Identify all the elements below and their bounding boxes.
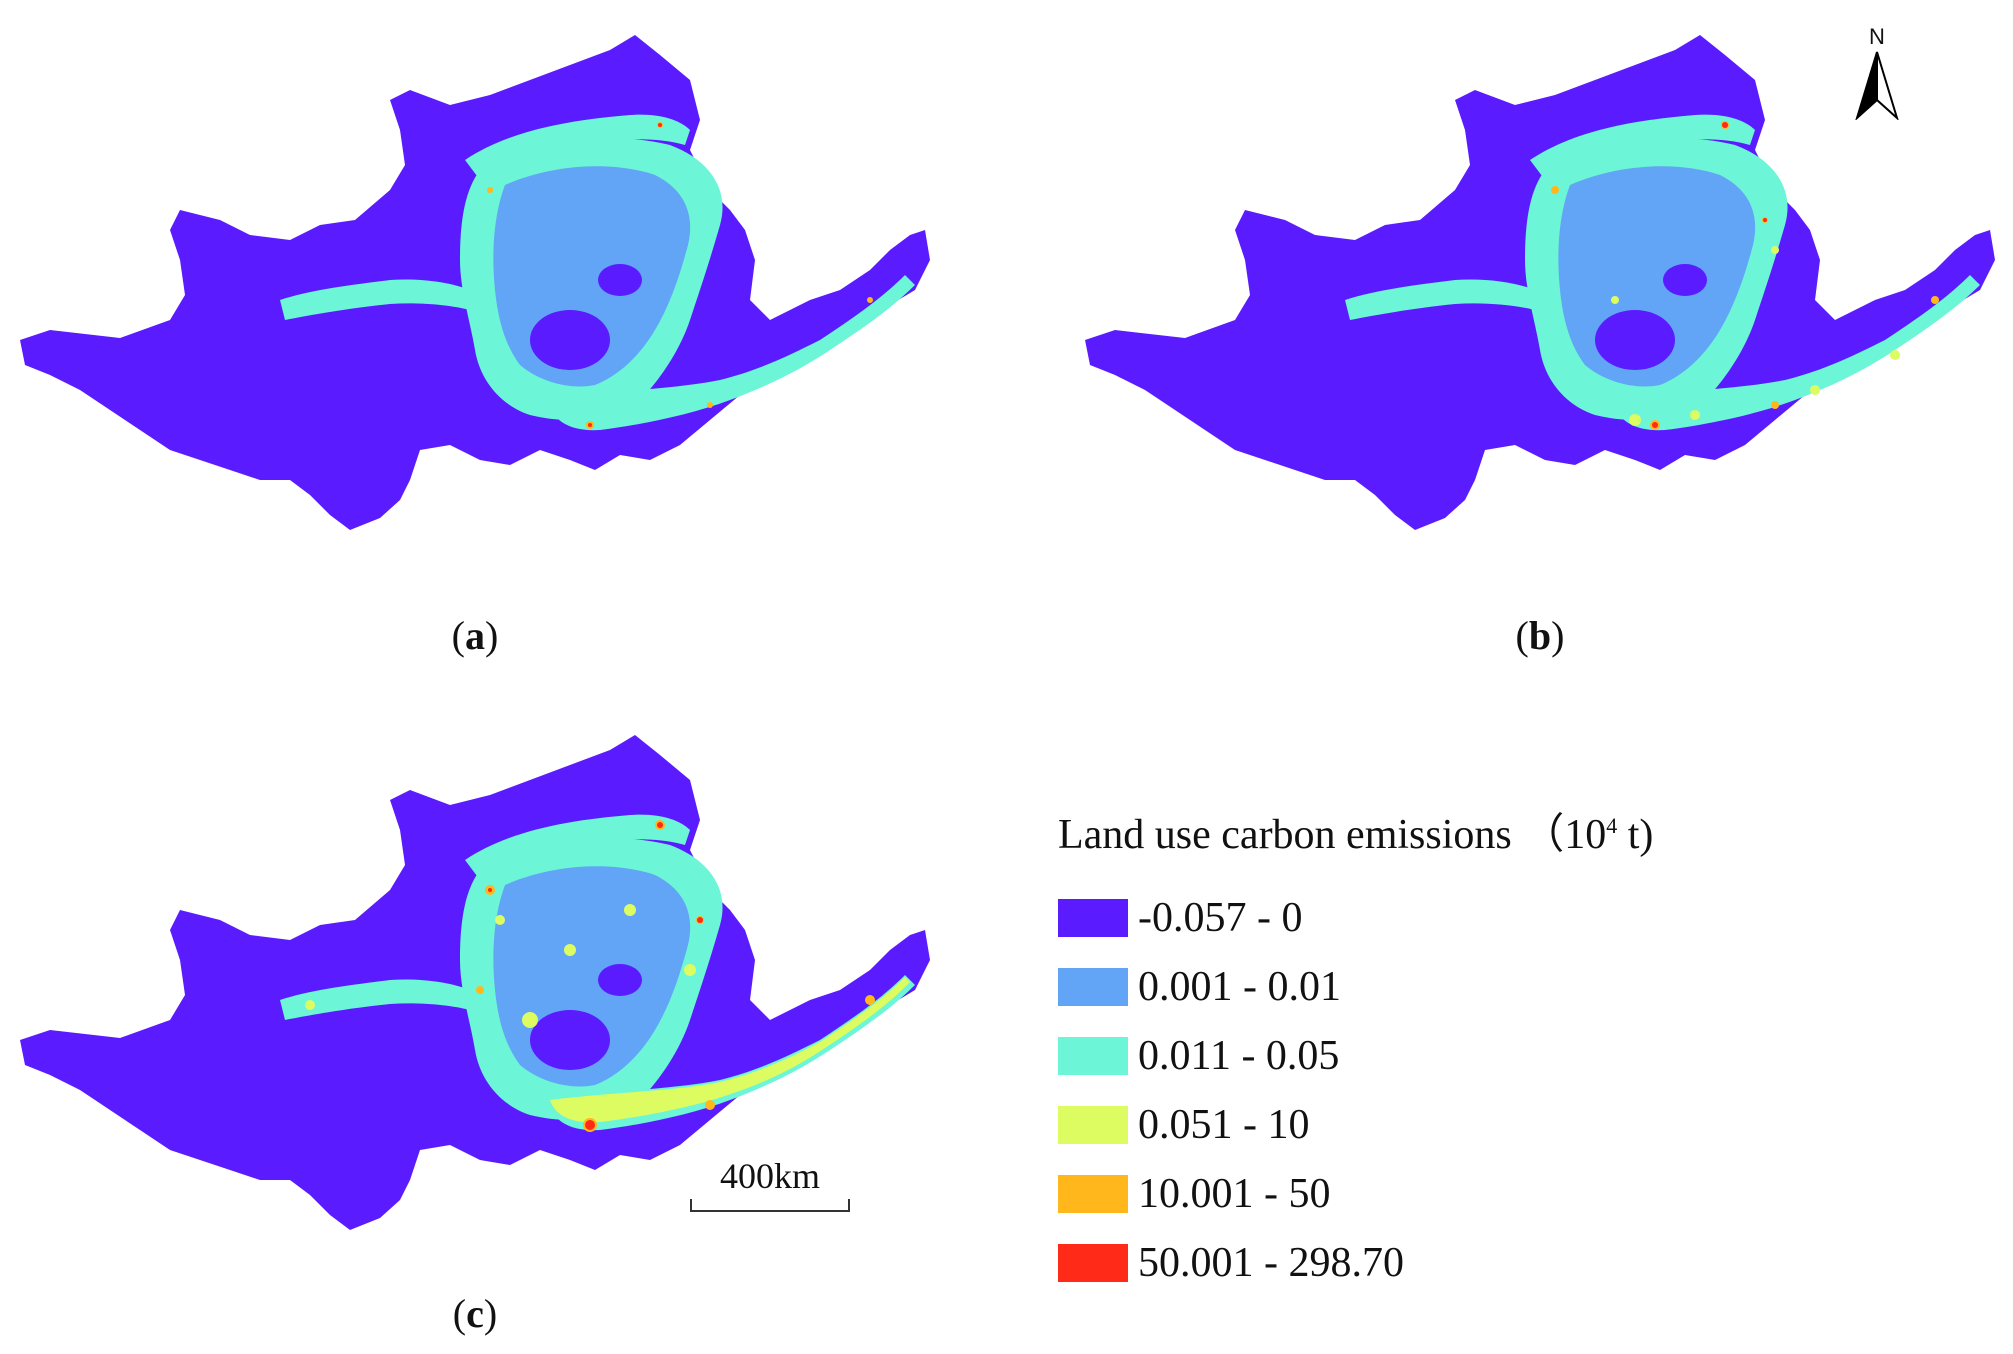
legend-label: -0.057 - 0 <box>1138 894 1303 941</box>
legend-label: 0.011 - 0.05 <box>1138 1032 1340 1079</box>
legend-swatch <box>1058 967 1128 1006</box>
scale-bar: 400km <box>690 1155 850 1218</box>
legend-item: 0.051 - 10 <box>1058 1090 1653 1159</box>
legend-item: 10.001 - 50 <box>1058 1159 1653 1228</box>
north-arrow: N <box>1852 24 1902 125</box>
legend-item: 0.001 - 0.01 <box>1058 952 1653 1021</box>
legend-swatch <box>1058 1036 1128 1075</box>
north-arrow-icon <box>1855 51 1899 122</box>
north-label: N <box>1869 24 1885 49</box>
legend-label: 0.001 - 0.01 <box>1138 963 1341 1010</box>
legend-swatch <box>1058 1174 1128 1213</box>
legend-swatch <box>1058 1105 1128 1144</box>
legend-item: 50.001 - 298.70 <box>1058 1228 1653 1297</box>
legend-swatch <box>1058 898 1128 937</box>
legend-label: 0.051 - 10 <box>1138 1101 1310 1148</box>
legend-item: 0.011 - 0.05 <box>1058 1021 1653 1090</box>
panel-caption-c: (c) <box>452 1291 498 1336</box>
panel-caption-b: (b) <box>1515 613 1565 658</box>
map-a <box>10 20 940 550</box>
legend-title: Land use carbon emissions （104 t) <box>1058 812 1654 858</box>
legend: Land use carbon emissions （104 t) -0.057… <box>1058 800 1653 1297</box>
legend-swatch <box>1058 1243 1128 1282</box>
panel-caption-a: (a) <box>451 613 499 658</box>
legend-label: 50.001 - 298.70 <box>1138 1239 1404 1286</box>
legend-label: 10.001 - 50 <box>1138 1170 1331 1217</box>
map-panel-a <box>10 20 940 550</box>
scale-label: 400km <box>719 1156 820 1196</box>
scale-bar-line <box>690 1199 850 1212</box>
legend-item: -0.057 - 0 <box>1058 883 1653 952</box>
